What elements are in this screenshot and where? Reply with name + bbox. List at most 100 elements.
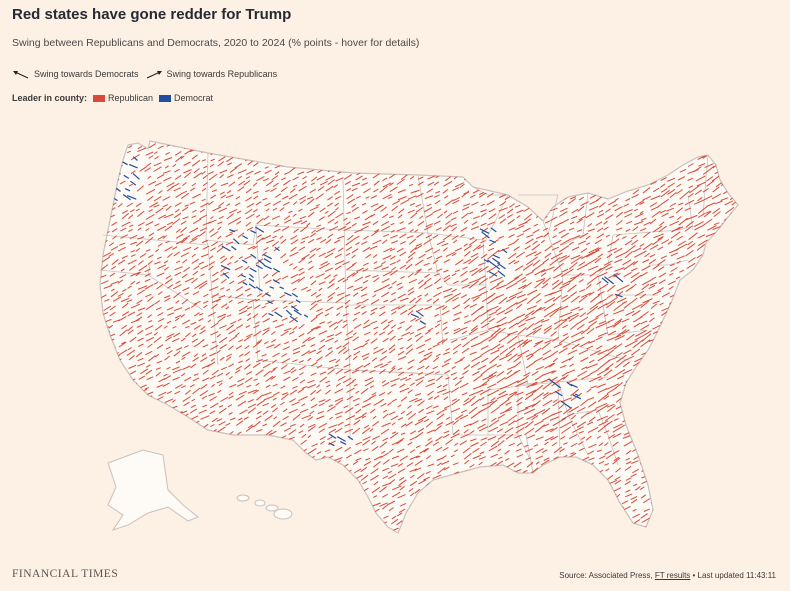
county-swing-arrow[interactable]: [659, 338, 669, 344]
county-swing-arrow[interactable]: [541, 493, 548, 498]
county-swing-arrow[interactable]: [452, 462, 459, 466]
county-swing-arrow[interactable]: [415, 297, 422, 304]
county-swing-arrow[interactable]: [578, 499, 584, 504]
county-swing-arrow[interactable]: [289, 494, 299, 501]
county-swing-arrow[interactable]: [531, 467, 539, 474]
county-swing-arrow[interactable]: [156, 424, 162, 429]
county-swing-arrow[interactable]: [643, 355, 653, 363]
county-swing-arrow[interactable]: [516, 209, 524, 214]
county-swing-arrow[interactable]: [111, 228, 118, 233]
county-swing-arrow[interactable]: [445, 149, 454, 156]
county-swing-arrow[interactable]: [184, 277, 195, 283]
county-swing-arrow[interactable]: [524, 427, 535, 436]
county-swing-arrow[interactable]: [310, 142, 319, 149]
county-swing-arrow[interactable]: [435, 495, 442, 499]
county-swing-arrow[interactable]: [607, 247, 617, 253]
county-swing-arrow[interactable]: [181, 273, 188, 279]
county-swing-arrow[interactable]: [535, 455, 544, 460]
county-swing-arrow[interactable]: [733, 273, 738, 277]
county-swing-arrow[interactable]: [193, 373, 199, 376]
county-swing-arrow[interactable]: [516, 315, 529, 325]
county-swing-arrow[interactable]: [463, 364, 471, 370]
county-swing-arrow[interactable]: [207, 462, 213, 466]
county-swing-arrow[interactable]: [280, 401, 285, 406]
county-swing-arrow[interactable]: [670, 358, 676, 362]
county-swing-arrow[interactable]: [263, 215, 270, 221]
county-swing-arrow[interactable]: [334, 397, 344, 402]
county-swing-arrow[interactable]: [479, 330, 489, 336]
county-swing-arrow[interactable]: [581, 527, 589, 533]
county-swing-arrow[interactable]: [436, 286, 443, 290]
county-swing-arrow[interactable]: [688, 185, 700, 194]
county-swing-arrow[interactable]: [652, 400, 661, 407]
county-swing-arrow[interactable]: [604, 183, 609, 186]
county-swing-arrow[interactable]: [236, 286, 244, 292]
county-swing-arrow[interactable]: [661, 292, 670, 298]
county-swing-arrow[interactable]: [531, 243, 541, 251]
county-swing-arrow[interactable]: [499, 201, 507, 207]
county-swing-arrow[interactable]: [243, 335, 251, 342]
county-swing-arrow[interactable]: [639, 426, 650, 433]
county-swing-arrow[interactable]: [559, 207, 568, 213]
county-swing-arrow[interactable]: [382, 177, 388, 182]
county-swing-arrow[interactable]: [344, 527, 353, 533]
county-swing-arrow[interactable]: [596, 173, 606, 178]
county-swing-arrow[interactable]: [189, 408, 198, 414]
county-swing-arrow[interactable]: [318, 474, 324, 479]
county-swing-arrow[interactable]: [415, 431, 424, 438]
county-swing-arrow[interactable]: [659, 302, 664, 306]
county-swing-arrow[interactable]: [382, 459, 390, 465]
county-swing-arrow[interactable]: [705, 294, 711, 299]
county-swing-arrow[interactable]: [607, 520, 614, 526]
county-swing-arrow[interactable]: [271, 175, 279, 181]
county-swing-arrow[interactable]: [191, 415, 199, 420]
county-swing-arrow[interactable]: [392, 485, 402, 491]
county-swing-arrow[interactable]: [577, 336, 585, 341]
county-swing-arrow[interactable]: [138, 409, 145, 415]
county-swing-arrow[interactable]: [355, 457, 362, 461]
county-swing-arrow[interactable]: [675, 514, 682, 518]
county-swing-arrow[interactable]: [505, 433, 514, 440]
county-swing-arrow[interactable]: [301, 403, 306, 407]
county-swing-arrow[interactable]: [129, 224, 134, 228]
county-swing-arrow[interactable]: [524, 444, 529, 448]
county-swing-arrow[interactable]: [130, 429, 140, 434]
county-swing-arrow[interactable]: [488, 271, 498, 279]
county-swing-arrow[interactable]: [634, 176, 640, 181]
county-swing-arrow[interactable]: [193, 172, 203, 179]
county-swing-arrow[interactable]: [733, 520, 743, 525]
county-swing-arrow[interactable]: [344, 299, 351, 305]
county-swing-arrow[interactable]: [163, 170, 171, 174]
county-swing-arrow[interactable]: [345, 330, 354, 336]
county-swing-arrow[interactable]: [705, 453, 712, 459]
county-swing-arrow[interactable]: [684, 207, 692, 212]
county-swing-arrow[interactable]: [603, 260, 613, 266]
county-swing-arrow[interactable]: [310, 280, 317, 286]
county-swing-arrow[interactable]: [558, 403, 565, 410]
county-swing-arrow[interactable]: [316, 175, 325, 181]
county-swing-arrow[interactable]: [101, 526, 109, 531]
county-swing-arrow[interactable]: [507, 218, 515, 225]
county-swing-arrow[interactable]: [256, 218, 264, 225]
county-swing-arrow[interactable]: [417, 220, 425, 227]
county-swing-arrow[interactable]: [311, 479, 317, 485]
county-swing-arrow[interactable]: [632, 401, 639, 406]
county-swing-arrow[interactable]: [227, 441, 234, 447]
county-swing-arrow[interactable]: [291, 485, 301, 491]
county-swing-arrow[interactable]: [292, 184, 298, 188]
county-swing-arrow[interactable]: [586, 513, 591, 517]
county-swing-arrow[interactable]: [229, 431, 234, 435]
county-swing-arrow[interactable]: [184, 389, 191, 395]
county-swing-arrow[interactable]: [722, 247, 731, 252]
county-swing-arrow[interactable]: [218, 382, 223, 386]
county-swing-arrow[interactable]: [667, 240, 673, 245]
county-swing-arrow[interactable]: [100, 411, 106, 415]
county-swing-arrow[interactable]: [463, 297, 471, 305]
county-swing-arrow[interactable]: [346, 380, 354, 387]
county-swing-arrow[interactable]: [281, 392, 288, 396]
county-swing-arrow[interactable]: [407, 404, 412, 409]
county-swing-arrow[interactable]: [216, 418, 223, 422]
county-swing-arrow[interactable]: [271, 149, 280, 156]
county-swing-arrow[interactable]: [667, 147, 676, 156]
county-swing-arrow[interactable]: [165, 409, 171, 413]
